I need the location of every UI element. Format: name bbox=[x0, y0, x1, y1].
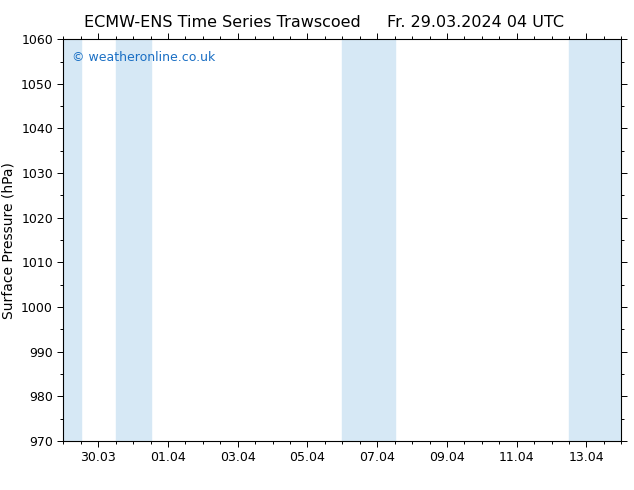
Text: ECMW-ENS Time Series Trawscoed: ECMW-ENS Time Series Trawscoed bbox=[84, 15, 360, 30]
Bar bbox=[342, 39, 394, 441]
Text: Fr. 29.03.2024 04 UTC: Fr. 29.03.2024 04 UTC bbox=[387, 15, 564, 30]
Text: © weatheronline.co.uk: © weatheronline.co.uk bbox=[72, 51, 215, 64]
Bar bbox=[115, 39, 150, 441]
Y-axis label: Surface Pressure (hPa): Surface Pressure (hPa) bbox=[1, 162, 16, 318]
Bar bbox=[63, 39, 81, 441]
Bar bbox=[569, 39, 621, 441]
